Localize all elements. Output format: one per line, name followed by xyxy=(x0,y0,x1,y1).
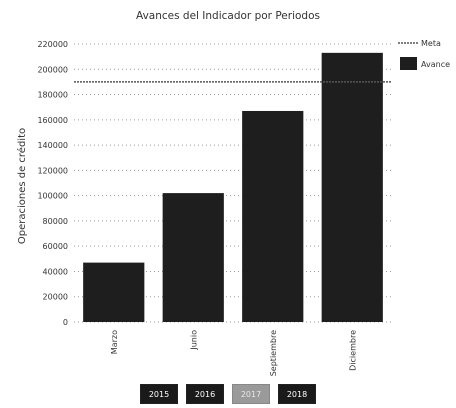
x-tick-label: Marzo xyxy=(110,330,119,354)
year-button-group: 2015 2016 2017 2018 xyxy=(0,384,456,406)
y-tick-label: 40000 xyxy=(43,267,68,276)
bar-junio[interactable] xyxy=(162,193,224,322)
year-button-2018[interactable]: 2018 xyxy=(278,384,316,404)
y-tick-label: 80000 xyxy=(43,217,68,226)
y-tick-label: 60000 xyxy=(43,242,68,251)
x-tick-label: Septiembre xyxy=(269,330,278,376)
x-axis-ticks: Marzo Junio Septiembre Diciembre xyxy=(110,330,358,376)
y-tick-label: 180000 xyxy=(37,91,68,100)
y-tick-label: 160000 xyxy=(37,116,68,125)
y-axis-label: Operaciones de crédito xyxy=(16,128,28,244)
bar-septiembre[interactable] xyxy=(242,110,304,323)
y-tick-label: 100000 xyxy=(37,192,68,201)
x-tick-label: Junio xyxy=(189,330,198,351)
legend-avance-label: Avance xyxy=(421,60,450,69)
y-tick-label: 220000 xyxy=(37,40,68,49)
legend-avance-swatch xyxy=(400,57,417,70)
legend-meta-label: Meta xyxy=(421,39,441,48)
legend: Meta Avance xyxy=(398,39,450,70)
year-button-2015[interactable]: 2015 xyxy=(140,384,178,404)
bars xyxy=(83,52,383,323)
year-button-2017[interactable]: 2017 xyxy=(232,384,270,404)
x-tick-label: Diciembre xyxy=(348,330,357,371)
bar-marzo[interactable] xyxy=(83,262,145,322)
bar-chart: Avances del Indicador por Periodos 0 2000… xyxy=(16,10,450,376)
chart-title: Avances del Indicador por Periodos xyxy=(136,10,320,22)
y-tick-label: 0 xyxy=(63,318,68,327)
bar-diciembre[interactable] xyxy=(321,52,383,322)
y-tick-label: 20000 xyxy=(43,293,68,302)
y-tick-label: 140000 xyxy=(37,141,68,150)
y-tick-label: 120000 xyxy=(37,166,68,175)
y-axis-ticks: 0 20000 40000 60000 80000 100000 120000 140000 1… xyxy=(37,40,68,327)
y-tick-label: 200000 xyxy=(37,65,68,74)
year-button-2016[interactable]: 2016 xyxy=(186,384,224,404)
